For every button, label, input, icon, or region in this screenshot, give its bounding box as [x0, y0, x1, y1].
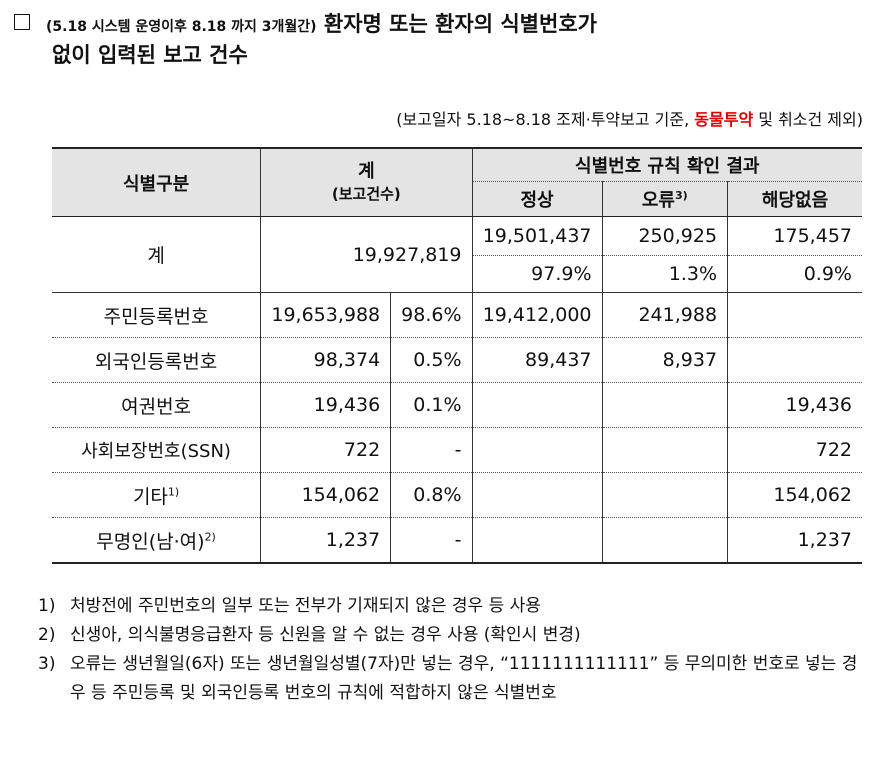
row-normal: 89,437	[472, 337, 603, 383]
table-row: 주민등록번호 19,653,988 98.6% 19,412,000 241,9…	[52, 292, 862, 338]
footnote-number: 2)	[38, 625, 56, 645]
header-error-label: 오류	[641, 190, 675, 211]
row-error	[602, 427, 729, 473]
total-error-pct: 1.3%	[602, 255, 729, 293]
row-error	[602, 382, 729, 428]
footnote-text: 오류는 생년월일(6자) 또는 생년월일성별(7자)만 넣는 경우, “1111…	[70, 654, 858, 703]
footnote-item: 3) 오류는 생년월일(6자) 또는 생년월일성별(7자)만 넣는 경우, “1…	[38, 650, 868, 708]
table-row: 무명인(남·여)2) 1,237 - 1,237	[52, 517, 862, 564]
row-label: 기타	[132, 485, 168, 508]
row-count: 98,374	[260, 337, 392, 383]
header-category: 식별구분	[52, 147, 262, 217]
row-label: 외국인등록번호	[52, 337, 262, 383]
row-label-cell: 무명인(남·여)2)	[52, 517, 262, 564]
total-normal-pct: 97.9%	[472, 255, 603, 293]
row-pct: 0.5%	[390, 337, 473, 383]
document-title: (5.18 시스템 운영이후 8.18 까지 3개월간) 환자명 또는 환자의 …	[14, 10, 874, 69]
footnote-item: 1) 처방전에 주민번호의 일부 또는 전부가 기재되지 않은 경우 등 사용	[38, 592, 868, 621]
row-none	[727, 337, 862, 383]
criteria-note-highlight: 동물투약	[694, 110, 754, 129]
header-result-group: 식별번호 규칙 확인 결과	[472, 147, 862, 182]
footnote-number: 1)	[38, 596, 56, 616]
table-row: 외국인등록번호 98,374 0.5% 89,437 8,937	[52, 337, 862, 383]
row-count: 19,653,988	[260, 292, 392, 338]
total-label: 계	[52, 216, 262, 293]
total-error: 250,925	[602, 216, 729, 256]
row-count: 722	[260, 427, 392, 473]
row-pct: -	[390, 427, 473, 473]
row-label: 사회보장번호(SSN)	[52, 427, 262, 473]
title-line-2: 없이 입력된 보고 건수	[52, 43, 248, 67]
checkbox-icon	[14, 14, 30, 30]
title-line-1: (5.18 시스템 운영이후 8.18 까지 3개월간) 환자명 또는 환자의 …	[14, 10, 874, 41]
row-error	[602, 472, 729, 518]
row-none: 154,062	[727, 472, 862, 518]
total-normal: 19,501,437	[472, 216, 603, 256]
row-normal	[472, 382, 603, 428]
row-error: 8,937	[602, 337, 729, 383]
row-pct: 0.1%	[390, 382, 473, 428]
footnote-number: 3)	[38, 654, 56, 674]
row-pct: 0.8%	[390, 472, 473, 518]
row-label: 무명인(남·여)	[96, 530, 205, 553]
row-label: 주민등록번호	[52, 292, 262, 338]
row-none: 722	[727, 427, 862, 473]
title-period: (5.18 시스템 운영이후 8.18 까지 3개월간)	[46, 19, 317, 35]
row-none	[727, 292, 862, 338]
header-error-footnote: 3)	[674, 189, 688, 202]
row-none: 19,436	[727, 382, 862, 428]
header-error: 오류3)	[602, 181, 729, 217]
row-pct: -	[390, 517, 473, 564]
row-count: 154,062	[260, 472, 392, 518]
criteria-note-before: (보고일자 5.18~8.18 조제·투약보고 기준,	[396, 110, 695, 129]
row-error: 241,988	[602, 292, 729, 338]
row-count: 19,436	[260, 382, 392, 428]
row-normal	[472, 517, 603, 564]
header-row-1: 식별구분 계 (보고건수) 식별번호 규칙 확인 결과	[52, 147, 862, 217]
report-table: 식별구분 계 (보고건수) 식별번호 규칙 확인 결과 정상 오류3) 해당없음…	[52, 147, 862, 564]
row-normal	[472, 472, 603, 518]
criteria-note: (보고일자 5.18~8.18 조제·투약보고 기준, 동물투약 및 취소건 제…	[396, 106, 863, 130]
footnotes: 1) 처방전에 주민번호의 일부 또는 전부가 기재되지 않은 경우 등 사용 …	[38, 592, 868, 708]
row-count: 1,237	[260, 517, 392, 564]
total-row-percent: 97.9% 1.3% 0.9%	[52, 255, 862, 293]
row-label-cell: 기타1)	[52, 472, 262, 518]
row-label: 여권번호	[52, 382, 262, 428]
footnote-text: 신생아, 의식불명응급환자 등 신원을 알 수 없는 경우 사용 (확인시 변경…	[70, 625, 581, 645]
row-pct: 98.6%	[390, 292, 473, 338]
footnote-item: 2) 신생아, 의식불명응급환자 등 신원을 알 수 없는 경우 사용 (확인시…	[38, 621, 868, 650]
header-row-2: 정상 오류3) 해당없음	[52, 181, 862, 217]
table-row: 사회보장번호(SSN) 722 - 722	[52, 427, 862, 473]
row-footnote: 1)	[167, 485, 180, 499]
table-row: 여권번호 19,436 0.1% 19,436	[52, 382, 862, 428]
total-count: 19,927,819	[260, 216, 473, 293]
row-footnote: 2)	[204, 530, 216, 544]
header-none: 해당없음	[727, 181, 862, 217]
header-total-sub: (보고건수)	[331, 184, 401, 203]
row-normal: 19,412,000	[472, 292, 603, 338]
row-normal	[472, 427, 603, 473]
header-total-label: 계	[358, 160, 375, 182]
total-row-counts: 계 19,927,819 19,501,437 250,925 175,457	[52, 216, 862, 293]
criteria-note-after: 및 취소건 제외)	[753, 110, 863, 129]
footnote-text: 처방전에 주민번호의 일부 또는 전부가 기재되지 않은 경우 등 사용	[70, 596, 541, 616]
total-none: 175,457	[727, 216, 862, 256]
row-none: 1,237	[727, 517, 862, 564]
header-total: 계 (보고건수)	[260, 147, 473, 217]
table-row: 기타1) 154,062 0.8% 154,062	[52, 472, 862, 518]
total-none-pct: 0.9%	[727, 255, 862, 293]
row-error	[602, 517, 729, 564]
header-normal: 정상	[472, 181, 603, 217]
title-text-1: 환자명 또는 환자의 식별번호가	[316, 12, 597, 36]
